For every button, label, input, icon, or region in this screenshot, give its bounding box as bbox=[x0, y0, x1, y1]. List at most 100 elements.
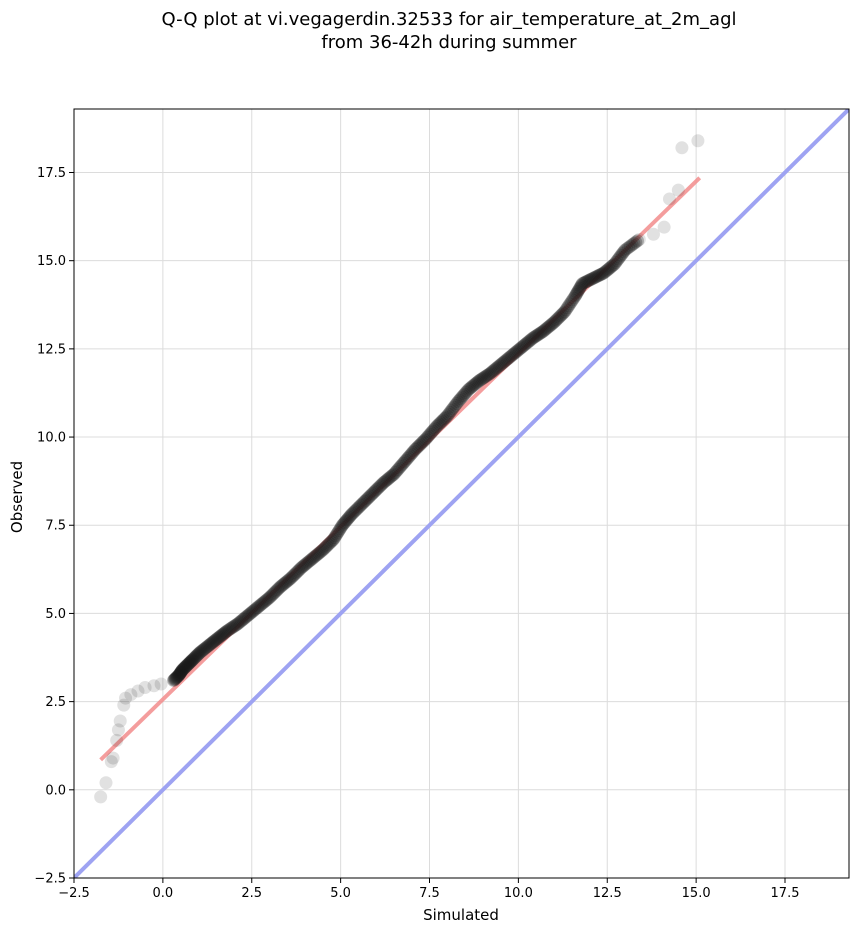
quantile-point bbox=[245, 605, 259, 619]
quantile-point bbox=[484, 365, 498, 379]
quantile-point bbox=[535, 325, 549, 339]
quantile-point bbox=[169, 671, 183, 685]
quantile-point bbox=[572, 283, 586, 297]
quantile-point bbox=[275, 579, 289, 593]
quantile-point bbox=[627, 236, 641, 250]
quantile-point bbox=[307, 551, 321, 565]
quantile-point bbox=[578, 275, 592, 289]
quantile-point bbox=[609, 255, 623, 269]
quantile-point bbox=[507, 347, 521, 361]
quantile-point bbox=[313, 545, 327, 559]
quantile-point bbox=[379, 474, 393, 488]
quantile-point bbox=[594, 267, 608, 281]
quantile-point bbox=[283, 572, 297, 586]
quantile-point bbox=[208, 634, 222, 648]
quantile-point bbox=[255, 597, 269, 611]
quantile-point bbox=[559, 303, 573, 317]
quantile-point bbox=[546, 317, 560, 331]
quantile-point bbox=[252, 599, 266, 613]
quantile-point bbox=[259, 594, 273, 608]
quantile-point bbox=[171, 669, 185, 683]
quantile-point bbox=[625, 238, 639, 252]
quantile-point bbox=[253, 598, 267, 612]
y-tick-label: 10.0 bbox=[37, 431, 66, 446]
quantile-point bbox=[495, 357, 509, 371]
quantile-point bbox=[483, 367, 497, 381]
quantile-point bbox=[407, 444, 421, 458]
quantile-point bbox=[344, 508, 358, 522]
quantile-point bbox=[675, 141, 689, 155]
quantile-point bbox=[586, 271, 600, 285]
quantile-point bbox=[471, 375, 485, 389]
quantile-point bbox=[191, 648, 205, 662]
quantile-point bbox=[370, 483, 384, 497]
quantile-point bbox=[99, 776, 113, 790]
quantile-point bbox=[190, 649, 204, 663]
quantile-point bbox=[590, 269, 604, 283]
quantile-point bbox=[498, 354, 512, 368]
quantile-point bbox=[117, 698, 131, 712]
quantile-point bbox=[388, 466, 402, 480]
quantile-point bbox=[446, 402, 460, 416]
quantile-point bbox=[225, 621, 239, 635]
quantile-point bbox=[569, 287, 583, 301]
quantile-point bbox=[304, 553, 318, 567]
quantile-point bbox=[391, 462, 405, 476]
quantile-point bbox=[510, 345, 524, 359]
quantile-point bbox=[287, 569, 301, 583]
quantile-point bbox=[355, 497, 369, 511]
quantile-point bbox=[428, 421, 442, 435]
quantile-point bbox=[551, 311, 565, 325]
quantile-point bbox=[390, 464, 404, 478]
quantile-point bbox=[514, 341, 528, 355]
quantile-point bbox=[189, 650, 203, 664]
quantile-point bbox=[394, 459, 408, 473]
quantile-point bbox=[295, 561, 309, 575]
quantile-point bbox=[276, 578, 290, 592]
quantile-point bbox=[251, 600, 265, 614]
quantile-point bbox=[516, 339, 530, 353]
quantile-point bbox=[410, 441, 424, 455]
quantile-point bbox=[610, 254, 624, 268]
quantile-point bbox=[334, 520, 348, 534]
quantile-point bbox=[400, 452, 414, 466]
quantile-point bbox=[197, 643, 211, 657]
quantile-point bbox=[201, 639, 215, 653]
quantile-point bbox=[470, 376, 484, 390]
quantile-point bbox=[329, 529, 343, 543]
quantile-point bbox=[459, 386, 473, 400]
quantile-point bbox=[366, 487, 380, 500]
quantile-point bbox=[490, 361, 504, 375]
quantile-point bbox=[657, 220, 671, 234]
quantile-point bbox=[106, 751, 120, 765]
quantile-point bbox=[402, 450, 416, 464]
quantile-point bbox=[515, 340, 529, 354]
quantile-point bbox=[630, 234, 644, 248]
quantile-point bbox=[455, 390, 469, 404]
quantile-point bbox=[434, 416, 448, 430]
quantile-point bbox=[387, 467, 401, 481]
quantile-point bbox=[192, 646, 206, 660]
quantile-point bbox=[444, 404, 458, 418]
quantile-point bbox=[325, 534, 339, 548]
quantile-point bbox=[244, 606, 258, 620]
quantile-point bbox=[597, 266, 611, 280]
quantile-point bbox=[312, 546, 326, 560]
quantile-point bbox=[330, 527, 344, 541]
quantile-point bbox=[432, 417, 446, 431]
quantile-point bbox=[147, 679, 161, 693]
quantile-point bbox=[285, 570, 299, 584]
quantile-point bbox=[316, 543, 330, 557]
quantile-point bbox=[419, 432, 433, 446]
quantile-point bbox=[691, 134, 705, 148]
quantile-point bbox=[247, 604, 261, 618]
quantile-point bbox=[328, 531, 342, 545]
quantile-point bbox=[451, 395, 465, 409]
quantile-point bbox=[268, 585, 282, 599]
quantile-point bbox=[671, 183, 685, 197]
quantile-point bbox=[518, 338, 532, 352]
quantile-point bbox=[601, 263, 615, 277]
quantile-point bbox=[527, 330, 541, 344]
quantile-point bbox=[300, 556, 314, 570]
quantile-point bbox=[347, 505, 361, 519]
